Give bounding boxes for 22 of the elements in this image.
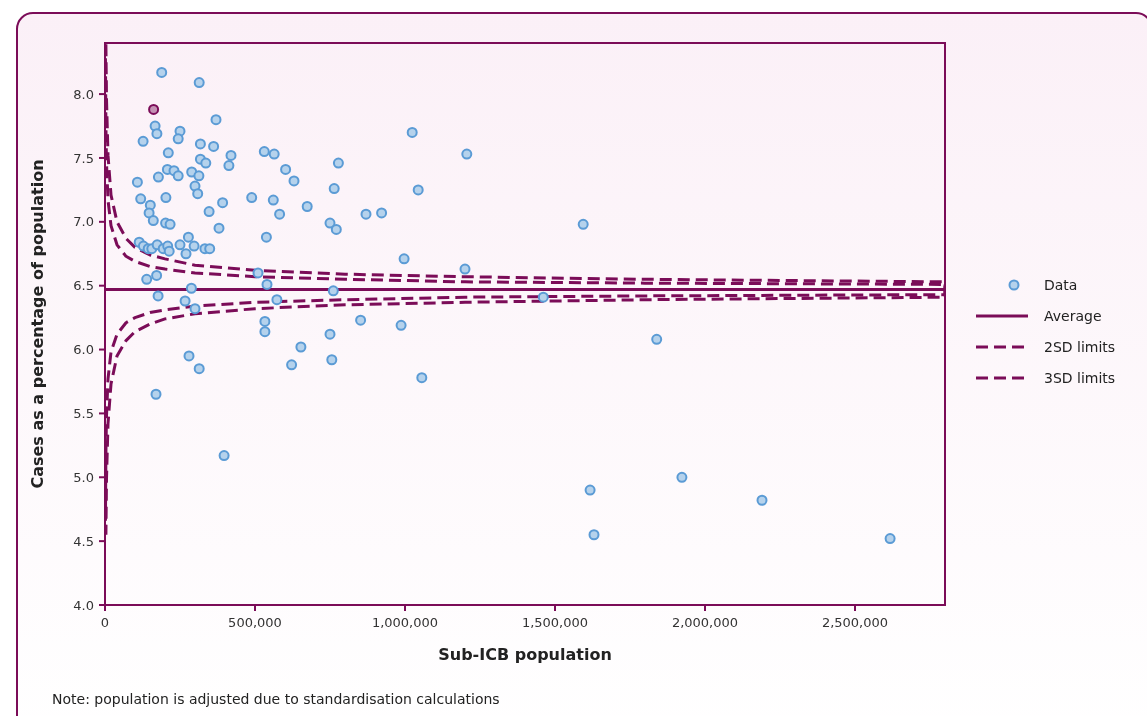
y-tick-label: 6.5: [73, 278, 94, 294]
x-tick-label: 1,500,000: [521, 615, 589, 630]
y-tick-label: 5.0: [73, 469, 94, 485]
x-tick-label: 2,000,000: [671, 615, 739, 630]
legend-label: Average: [1044, 307, 1102, 324]
x-tick-label: 1,000,000: [371, 615, 439, 630]
y-tick-label: 4.0: [73, 597, 94, 613]
x-tick-label: 500,000: [228, 615, 282, 630]
x-tick-label: 0: [100, 615, 110, 630]
y-tick-label: 4.5: [73, 533, 94, 549]
y-tick-label: 6.0: [73, 342, 94, 358]
x-axis-title: Sub-ICB population: [438, 645, 612, 664]
y-tick-label: 7.0: [73, 214, 94, 230]
legend-label: 3SD limits: [1044, 369, 1116, 386]
y-tick-label: 8.0: [73, 86, 94, 102]
y-tick-label: 5.5: [73, 405, 94, 421]
text: Note: population is adjusted due to standardisation calculations: [52, 691, 500, 707]
legend-label: Data: [1044, 276, 1078, 293]
x-tick-label: 2,500,000: [821, 615, 889, 630]
y-tick-label: 7.5: [73, 150, 94, 166]
y-axis-title: Cases as a percentage of population: [28, 159, 47, 489]
legend-label: 2SD limits: [1044, 338, 1116, 355]
